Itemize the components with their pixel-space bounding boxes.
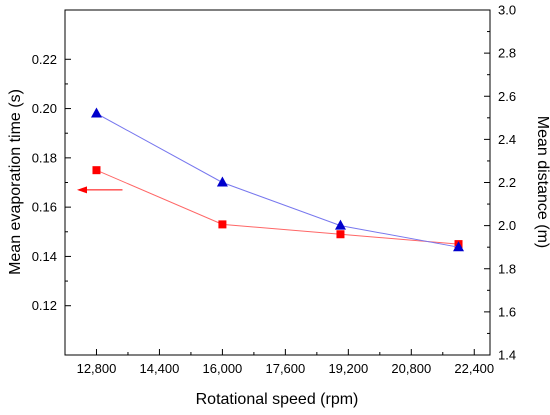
y-right-tick-label: 2.0: [498, 218, 516, 233]
y-left-tick-label: 0.20: [32, 101, 57, 116]
y-right-tick-label: 2.2: [498, 175, 516, 190]
square-marker: [336, 230, 345, 239]
arrow-head: [77, 186, 87, 194]
y-right-tick-label: 3.0: [498, 3, 516, 18]
x-tick-label: 17,600: [265, 361, 305, 376]
series-line-triangle: [96, 113, 459, 248]
triangle-marker: [453, 241, 465, 252]
x-axis: 12,800 14,400 16,000 17,600 19,200 20,800 22,4…: [77, 349, 494, 376]
triangle-marker: [90, 107, 102, 118]
y-right-tick-label: 2.4: [498, 132, 516, 147]
series-layer: [90, 107, 465, 252]
square-marker: [218, 220, 227, 229]
annotation-layer: [77, 186, 123, 194]
y-right-tick-label: 1.4: [498, 348, 516, 363]
plot-frame: [64, 9, 491, 356]
y-right-tick-label: 1.8: [498, 261, 516, 276]
x-tick-label: 20,800: [391, 361, 431, 376]
triangle-marker: [334, 219, 346, 230]
x-tick-label: 12,800: [77, 361, 117, 376]
series-line-square: [96, 169, 459, 245]
x-axis-title: Rotational speed (rpm): [196, 391, 359, 408]
x-tick-label: 16,000: [203, 361, 243, 376]
x-tick-label: 19,200: [328, 361, 368, 376]
y-left-tick-label: 0.18: [32, 150, 57, 165]
y-left-tick-label: 0.14: [32, 249, 57, 264]
y-left-tick-label: 0.22: [32, 52, 57, 67]
triangle-marker: [216, 176, 228, 187]
y-axis-right: 1.4 1.6 1.8 2.0 2.2 2.4 2.6 2.8 3.0: [484, 3, 516, 363]
y-axis-left: 0.12 0.14 0.16 0.18 0.20 0.22: [32, 52, 71, 313]
y-left-tick-label: 0.16: [32, 200, 57, 215]
y-axis-right-title: Mean distance (m): [534, 116, 550, 249]
square-marker: [92, 166, 101, 175]
y-right-tick-label: 2.8: [498, 46, 516, 61]
y-right-tick-label: 1.6: [498, 304, 516, 319]
y-axis-left-title: Mean evaporation time (s): [7, 89, 24, 275]
y-left-tick-label: 0.12: [32, 298, 57, 313]
x-tick-label: 14,400: [140, 361, 180, 376]
y-right-tick-label: 2.6: [498, 89, 516, 104]
x-tick-label: 22,400: [454, 361, 494, 376]
